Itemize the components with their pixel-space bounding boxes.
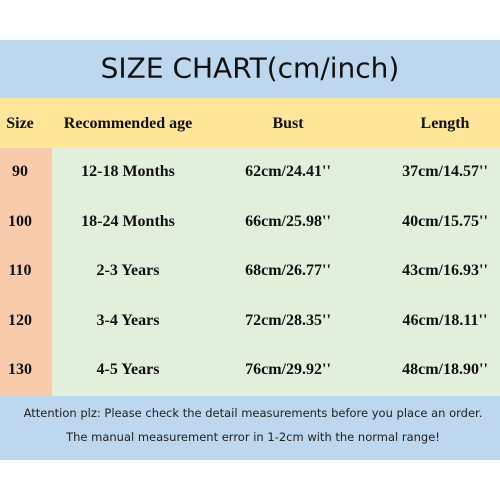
column-header: Length: [420, 115, 470, 132]
cell: 100: [8, 212, 32, 230]
size-column: [0, 148, 52, 396]
footer-band: [0, 396, 500, 460]
title: SIZE CHART(cm/inch): [100, 51, 400, 85]
note: The manual measurement error in 1-2cm wi…: [66, 430, 440, 444]
cell: 68cm/26.77'': [245, 262, 331, 279]
cell: 40cm/15.75'': [402, 212, 488, 230]
cell: 76cm/29.92'': [245, 361, 331, 378]
cell: 46cm/18.11'': [402, 311, 488, 329]
cell: 4-5 Years: [96, 361, 160, 378]
cell: 62cm/24.41'': [245, 163, 331, 180]
cell: 3-4 Years: [96, 311, 160, 329]
note: Attention plz: Please check the detail m…: [23, 406, 483, 420]
title-band: [0, 40, 500, 98]
cell: 110: [8, 262, 32, 279]
cell: 12-18 Months: [81, 163, 175, 180]
cell: 18-24 Months: [81, 212, 175, 230]
cell: 2-3 Years: [96, 262, 160, 279]
header-row: [0, 98, 500, 148]
cell: 130: [8, 361, 32, 378]
cell: 90: [12, 163, 28, 180]
cell: 72cm/28.35'': [245, 311, 331, 329]
column-header: Recommended age: [63, 115, 193, 132]
cell: 37cm/14.57'': [402, 163, 488, 180]
body-area: [0, 148, 500, 396]
cell: 43cm/16.93'': [402, 262, 488, 279]
cell: 48cm/18.90'': [402, 361, 488, 378]
column-header: Size: [6, 115, 34, 132]
column-header: Bust: [272, 115, 304, 132]
cell: 66cm/25.98'': [245, 212, 331, 230]
cell: 120: [8, 311, 32, 329]
